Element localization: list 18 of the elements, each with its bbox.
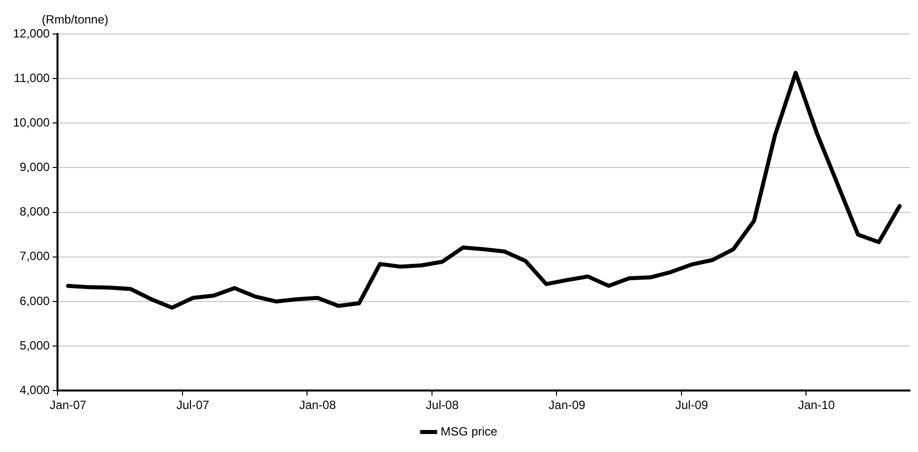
x-tick-label: Jan-07 [50, 398, 87, 412]
x-tick-label: Jul-07 [176, 398, 210, 412]
y-tick-label: 11,000 [14, 70, 50, 85]
y-tick-label: 5,000 [20, 338, 50, 352]
y-tick-label: 8,000 [20, 204, 50, 219]
y-tick-label: 12,000 [13, 26, 50, 40]
y-tick-label: 7,000 [20, 249, 50, 264]
x-tick-label: Jul-09 [675, 398, 708, 412]
y-tick-label: 4,000 [20, 382, 50, 397]
legend-label: MSG price [440, 424, 498, 438]
x-tick-label: Jan-10 [798, 398, 836, 412]
x-tick-label: Jan-09 [548, 398, 586, 412]
y-axis-title: (Rmb/tonne) [42, 12, 108, 26]
y-tick-label: 6,000 [20, 294, 50, 308]
y-tick-label: 9,000 [20, 160, 50, 174]
x-tick-label: Jan-08 [299, 398, 336, 412]
x-tick-label: Jul-08 [426, 398, 459, 412]
y-tick-label: 10,000 [13, 115, 50, 130]
